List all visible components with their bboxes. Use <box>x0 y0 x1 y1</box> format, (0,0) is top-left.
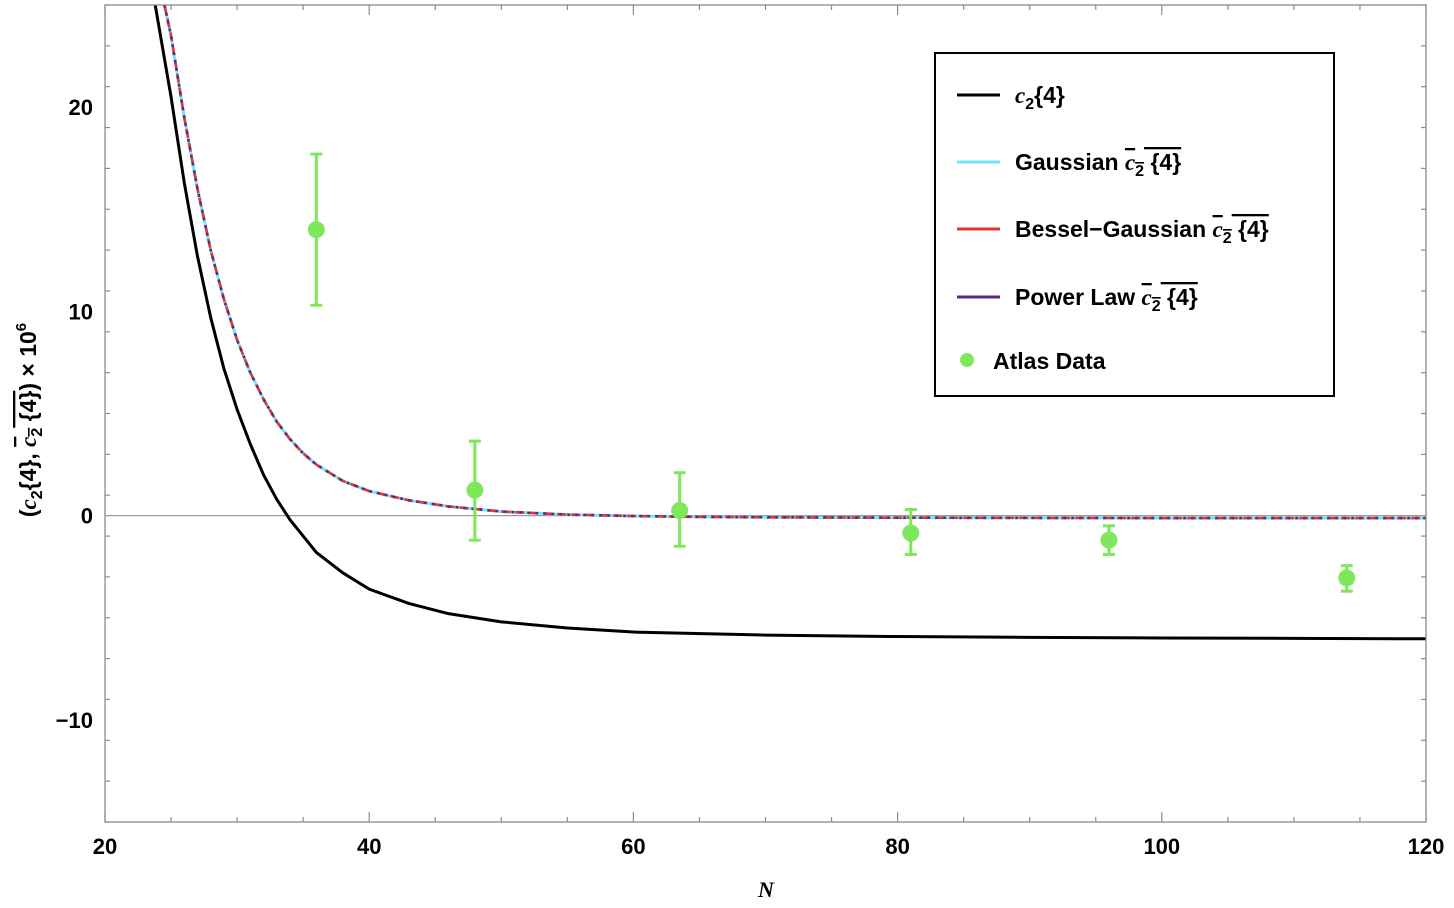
x-tick-label: 120 <box>1408 834 1445 859</box>
y-tick-label: 0 <box>81 504 93 529</box>
legend-label-points: Atlas Data <box>993 348 1106 374</box>
series-line-3 <box>163 5 1426 520</box>
point-marker <box>307 221 325 239</box>
y-tick-label: 10 <box>69 299 93 324</box>
legend-label-2: Bessel−Gaussian c2 {4} <box>1015 216 1269 247</box>
data-point <box>466 439 484 542</box>
legend-swatch-points <box>960 353 974 367</box>
legend-label-3: Power Law c2 {4} <box>1015 284 1198 315</box>
x-tick-label: 100 <box>1143 834 1180 859</box>
point-marker <box>902 524 920 542</box>
data-point <box>902 507 920 556</box>
point-marker <box>1338 569 1356 587</box>
x-tick-label: 60 <box>621 834 645 859</box>
x-tick-label: 80 <box>885 834 909 859</box>
data-point <box>671 471 689 548</box>
point-marker <box>671 502 689 520</box>
legend-box <box>934 52 1335 397</box>
legend-label-0: c2{4} <box>1015 82 1065 113</box>
x-tick-label: 20 <box>93 834 117 859</box>
y-tick-label: 20 <box>69 95 93 120</box>
series-line-0 <box>153 5 1426 641</box>
data-point <box>1100 524 1118 556</box>
point-marker <box>1100 531 1118 549</box>
axes: 20 40 60 80 100 120 −10 0 10 20 N (c2{4}, c2 {4}) ×… <box>13 4 1445 902</box>
x-axis-title: N <box>757 877 775 902</box>
y-axis-title: (c2{4}, c2 {4}) × 106 <box>13 323 46 517</box>
legend: c2{4} Gaussian c2 {4} Bessel−Gaussian c2 {… <box>934 52 1335 397</box>
legend-label-1: Gaussian c2 {4} <box>1015 149 1181 180</box>
data-point <box>1338 564 1356 593</box>
data-point <box>307 152 325 307</box>
y-tick-label: −10 <box>56 708 93 733</box>
plot-area <box>105 5 1426 641</box>
point-marker <box>466 481 484 499</box>
x-tick-label: 40 <box>357 834 381 859</box>
